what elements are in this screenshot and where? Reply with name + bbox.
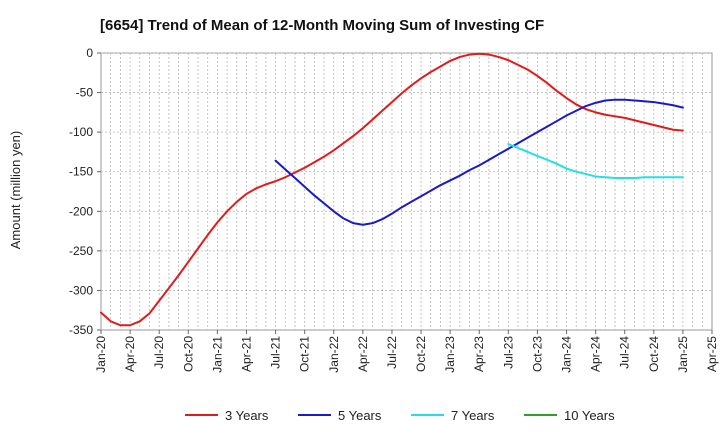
y-tick-label: -250 xyxy=(69,244,93,258)
y-tick-label: -200 xyxy=(69,204,93,218)
legend-label: 10 Years xyxy=(564,408,615,423)
legend-item: 10 Years xyxy=(524,408,615,423)
x-tick-label: Apr-20 xyxy=(123,336,137,372)
x-tick-label: Oct-24 xyxy=(647,336,661,372)
legend: 3 Years 5 Years 7 Years 10 Years xyxy=(185,408,615,423)
x-tick-label: Jan-20 xyxy=(94,336,108,373)
x-tick-label: Jul-21 xyxy=(269,336,283,369)
x-tick-label: Oct-23 xyxy=(530,336,544,372)
y-tick-label: -100 xyxy=(69,125,93,139)
x-tick-label: Apr-21 xyxy=(239,336,253,372)
legend-label: 3 Years xyxy=(225,408,269,423)
y-tick-label: -300 xyxy=(69,283,93,297)
legend-item: 7 Years xyxy=(411,408,495,423)
x-tick-label: Jan-23 xyxy=(443,336,457,373)
series-line-7-years xyxy=(507,143,684,180)
grid xyxy=(100,52,713,331)
x-tick-label: Jul-22 xyxy=(385,336,399,369)
x-tick-label: Jan-25 xyxy=(676,336,690,373)
y-axis-label: Amount (million yen) xyxy=(8,131,23,250)
x-tick-label: Apr-24 xyxy=(589,336,603,372)
y-tick-label: -150 xyxy=(69,165,93,179)
x-tick-label: Jul-20 xyxy=(152,336,166,369)
y-tick-label: -350 xyxy=(69,323,93,337)
legend-item: 5 Years xyxy=(298,408,382,423)
x-tick-label: Oct-21 xyxy=(298,336,312,372)
x-tick-label: Jan-22 xyxy=(327,336,341,373)
series-line-5-years xyxy=(274,98,684,226)
legend-label: 5 Years xyxy=(338,408,382,423)
y-tick-label: -50 xyxy=(76,86,94,100)
x-tick-label: Apr-25 xyxy=(705,336,719,372)
x-tick-label: Jan-21 xyxy=(210,336,224,373)
legend-item: 3 Years xyxy=(185,408,269,423)
x-tick-label: Oct-20 xyxy=(181,336,195,372)
x-tick-label: Jul-24 xyxy=(618,336,632,369)
y-tick-label: 0 xyxy=(86,46,93,60)
chart-title: [6654] Trend of Mean of 12-Month Moving … xyxy=(100,17,544,34)
x-tick-label: Apr-23 xyxy=(472,336,486,372)
x-tick-label: Oct-22 xyxy=(414,336,428,372)
legend-label: 7 Years xyxy=(451,408,495,423)
series-lines xyxy=(100,52,684,327)
plot-area xyxy=(100,52,713,331)
x-tick-label: Apr-22 xyxy=(356,336,370,372)
series-line-3-years xyxy=(100,52,684,327)
x-tick-label: Jul-23 xyxy=(501,336,515,369)
x-tick-label: Jan-24 xyxy=(560,336,574,373)
